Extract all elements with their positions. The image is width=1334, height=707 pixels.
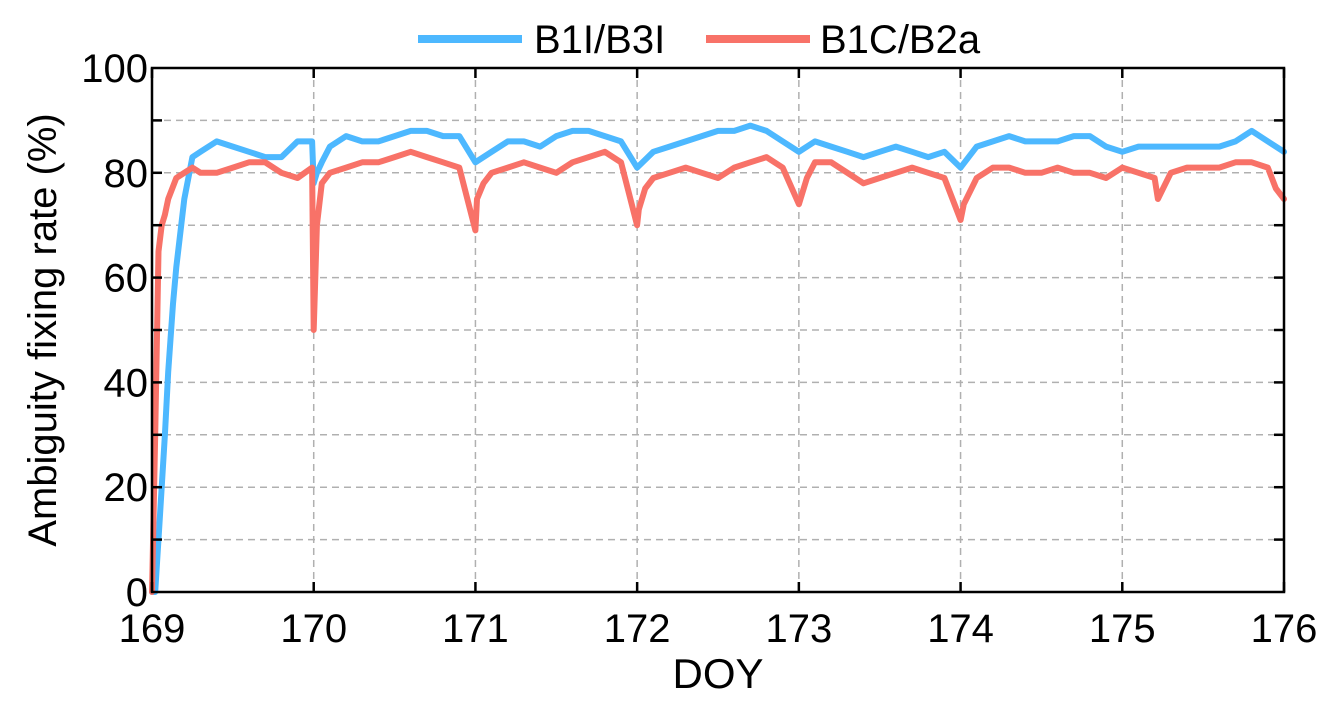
x-tick-label: 172 — [604, 607, 671, 651]
x-tick-label: 173 — [765, 607, 832, 651]
x-tick-labels: 169 170 171 172 173 174 175 176 — [119, 607, 1318, 651]
x-tick-label: 171 — [442, 607, 509, 651]
y-axis-label: Ambiguity fixing rate (%) — [21, 113, 65, 546]
plot-area — [149, 122, 1287, 595]
x-tick-label: 174 — [927, 607, 994, 651]
series-line-1 — [149, 122, 1287, 595]
series-line-2 — [149, 148, 1287, 595]
legend: B1I/B3I B1C/B2a — [418, 18, 981, 62]
x-tick-label: 170 — [280, 607, 347, 651]
grid — [152, 68, 1284, 592]
y-tick-label: 60 — [104, 257, 149, 301]
y-tick-labels: 0 20 40 60 80 100 — [81, 47, 148, 615]
x-tick-label: 169 — [119, 607, 186, 651]
x-axis-label: DOY — [672, 650, 763, 697]
legend-label-1: B1I/B3I — [534, 18, 665, 62]
ticks — [150, 68, 1286, 592]
y-tick-label: 100 — [81, 47, 148, 91]
x-tick-label: 176 — [1251, 607, 1318, 651]
legend-label-2: B1C/B2a — [820, 18, 981, 62]
y-tick-label: 80 — [104, 152, 149, 196]
x-tick-label: 175 — [1089, 607, 1156, 651]
y-tick-label: 0 — [126, 571, 148, 615]
y-tick-label: 40 — [104, 361, 149, 405]
y-tick-label: 20 — [104, 466, 149, 510]
